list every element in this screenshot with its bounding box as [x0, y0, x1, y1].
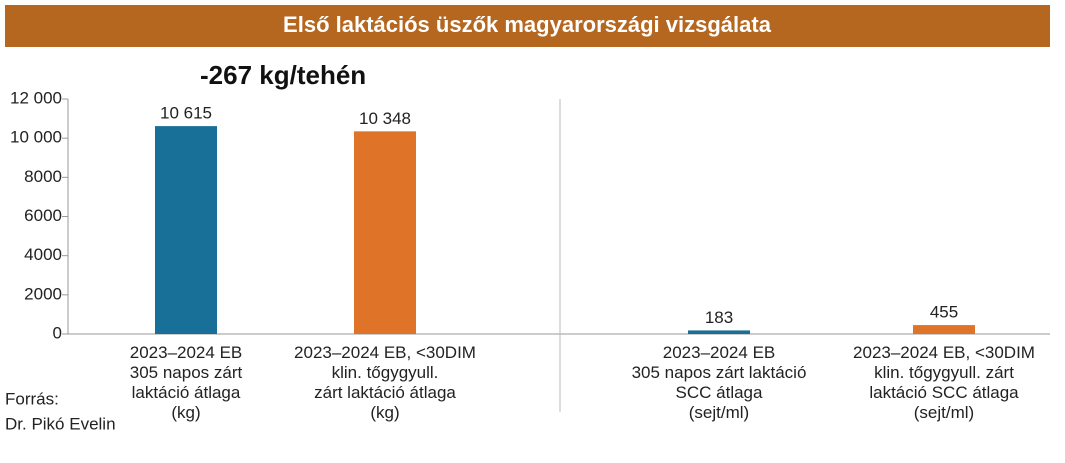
- y-tick-label: 2000: [24, 284, 62, 303]
- annotation: -267 kg/tehén: [200, 60, 366, 90]
- source: Dr. Pikó Evelin: [5, 414, 116, 433]
- x-tick-label: 2023–2024 EB, <30DIM klin. tőgygyull. zár…: [853, 343, 1035, 422]
- x-tick-label-line: 305 napos zárt laktáció: [632, 363, 807, 382]
- value-label: 10 615: [160, 104, 212, 123]
- x-tick-label-line: (kg): [370, 403, 399, 422]
- x-tick-label-line: 305 napos zárt: [130, 363, 243, 382]
- x-tick-label-line: klin. tőgygyull.: [332, 363, 439, 382]
- x-tick-label-line: klin. tőgygyull. zárt: [874, 363, 1014, 382]
- x-tick-label: 2023–2024 EB 305 napos zárt laktáció SCC á…: [632, 343, 807, 422]
- y-tick-label: 8000: [24, 167, 62, 186]
- x-tick-label-line: (sejt/ml): [914, 403, 974, 422]
- bar: [688, 330, 750, 334]
- title-bar: [5, 5, 1050, 47]
- bar: [155, 126, 217, 334]
- x-tick-label: 2023–2024 EB 305 napos zárt laktáció átlag…: [130, 343, 243, 422]
- value-label: 455: [930, 303, 958, 322]
- x-tick-label-line: 2023–2024 EB, <30DIM: [853, 343, 1035, 362]
- x-tick-label-line: laktáció átlaga: [132, 383, 241, 402]
- x-tick-label-line: 2023–2024 EB, <30DIM: [294, 343, 476, 362]
- y-tick-label: 12 000: [10, 88, 62, 107]
- x-tick-label-line: laktáció SCC átlaga: [869, 383, 1019, 402]
- y-tick-label: 0: [53, 323, 62, 342]
- value-label: 183: [705, 308, 733, 327]
- x-tick-label-line: zárt laktáció átlaga: [314, 383, 456, 402]
- chart-title: Első laktációs üszők magyarországi vizsg…: [283, 12, 772, 37]
- source: Forrás:: [5, 389, 59, 408]
- bar: [913, 325, 975, 334]
- bar: [354, 131, 416, 334]
- y-tick-label: 4000: [24, 245, 62, 264]
- value-label: 10 348: [359, 109, 411, 128]
- x-tick-label-line: (kg): [171, 403, 200, 422]
- x-tick-label-line: (sejt/ml): [689, 403, 749, 422]
- x-tick-label-line: 2023–2024 EB: [663, 343, 776, 362]
- x-tick-label-line: 2023–2024 EB: [130, 343, 243, 362]
- x-tick-label-line: SCC átlaga: [676, 383, 763, 402]
- y-tick-label: 6000: [24, 206, 62, 225]
- x-tick-label: 2023–2024 EB, <30DIM klin. tőgygyull. zárt…: [294, 343, 476, 422]
- y-tick-label: 10 000: [10, 128, 62, 147]
